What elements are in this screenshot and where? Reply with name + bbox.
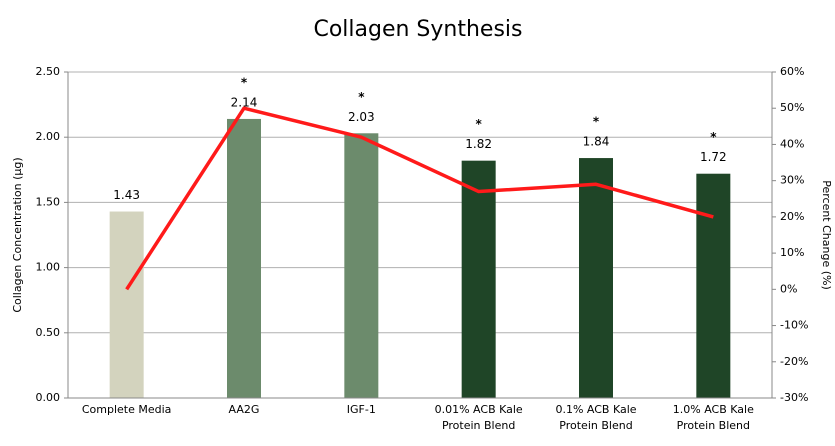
y2-tick-label: 60%	[780, 65, 804, 78]
y-tick-label: 1.50	[36, 195, 61, 208]
chart-title: Collagen Synthesis	[313, 17, 522, 42]
y2-axis-label: Percent Change (%)	[820, 180, 833, 290]
bar	[344, 133, 379, 398]
y2-tick-label: 10%	[780, 246, 804, 259]
y2-tick-label: 40%	[780, 137, 804, 150]
value-label: 1.84	[583, 135, 610, 149]
value-label: 2.03	[348, 110, 375, 124]
y2-tick-label: -10%	[780, 319, 808, 332]
y2-tick-label: 20%	[780, 210, 804, 223]
x-tick-label: 1.0% ACB Kale Protein Blend	[672, 403, 754, 432]
significance-mark: *	[358, 90, 365, 104]
y-tick-label: 0.50	[36, 326, 61, 339]
bar	[461, 160, 496, 398]
y-tick-label: 0.00	[36, 391, 61, 404]
bar	[579, 158, 613, 398]
value-label: 1.43	[113, 188, 140, 202]
y-tick-label: 2.00	[36, 130, 61, 143]
y-tick-label: 2.50	[36, 65, 61, 78]
x-tick-label: 0.01% ACB Kale Protein Blend	[434, 403, 523, 432]
significance-mark: *	[710, 130, 717, 144]
value-label: 2.14	[231, 95, 258, 109]
significance-mark: *	[476, 117, 483, 131]
y-tick-label: 1.00	[36, 261, 61, 274]
significance-mark: *	[241, 75, 248, 89]
y2-tick-label: -30%	[780, 391, 808, 404]
x-tick-label: Complete Media	[81, 403, 172, 416]
value-label: 1.72	[700, 150, 727, 164]
y2-tick-label: 0%	[780, 282, 797, 295]
x-tick-label: AA2G	[228, 403, 260, 416]
value-label: 1.82	[465, 137, 492, 151]
line	[125, 106, 714, 291]
significance-mark: *	[593, 115, 600, 129]
y2-tick-label: 30%	[780, 174, 804, 187]
bar	[109, 211, 144, 398]
y-axis-label: Collagen Concentration (µg)	[11, 157, 24, 312]
x-tick-label: 0.1% ACB Kale Protein Blend	[555, 403, 637, 432]
bar	[696, 173, 731, 398]
bar	[227, 118, 261, 398]
y2-tick-label: -20%	[780, 355, 808, 368]
x-tick-label: IGF-1	[346, 403, 376, 416]
y2-tick-label: 50%	[780, 101, 804, 114]
